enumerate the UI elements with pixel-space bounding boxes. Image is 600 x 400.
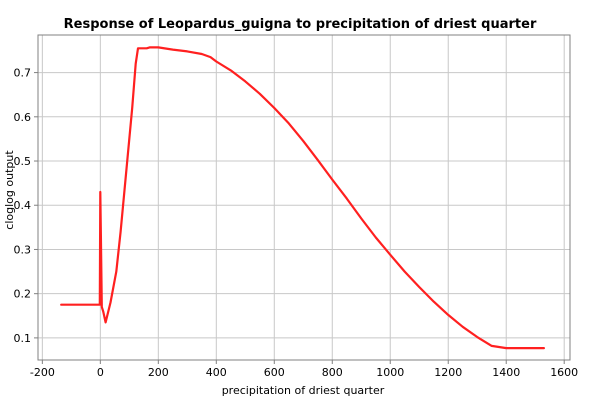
y-tick-label: 0.5: [14, 155, 32, 168]
x-tick-label: 1000: [376, 366, 404, 379]
plot-area-border: [37, 34, 571, 361]
y-tick-label: 0.2: [14, 288, 32, 301]
y-axis-ticks: 0.1 0.2 0.3 0.4 0.5 0.6 0.7: [14, 67, 38, 345]
chart-title: Response of Leopardus_guigna to precipit…: [64, 17, 537, 32]
x-tick-label: 400: [206, 366, 227, 379]
y-tick-label: 0.3: [14, 243, 32, 256]
y-tick-label: 0.7: [14, 67, 32, 80]
series-line-response: [60, 46, 546, 350]
x-tick-label: 800: [322, 366, 343, 379]
x-tick-label: 1600: [550, 366, 578, 379]
x-tick-label: 1200: [434, 366, 462, 379]
x-tick-label: -200: [30, 366, 55, 379]
x-axis-ticks: -200 0 200 400 600 800 1000 1200 1400 1600: [30, 360, 578, 379]
grid: [38, 35, 570, 360]
x-axis-label: precipitation of driest quarter: [222, 384, 385, 397]
x-tick-label: 200: [148, 366, 169, 379]
series-layer: [60, 46, 546, 350]
x-tick-label: 1400: [492, 366, 520, 379]
y-tick-label: 0.6: [14, 111, 32, 124]
x-tick-label: 600: [264, 366, 285, 379]
y-tick-label: 0.1: [14, 332, 32, 345]
y-tick-label: 0.4: [14, 199, 32, 212]
x-tick-label: 0: [97, 366, 104, 379]
y-axis-label: cloglog output: [3, 150, 16, 230]
